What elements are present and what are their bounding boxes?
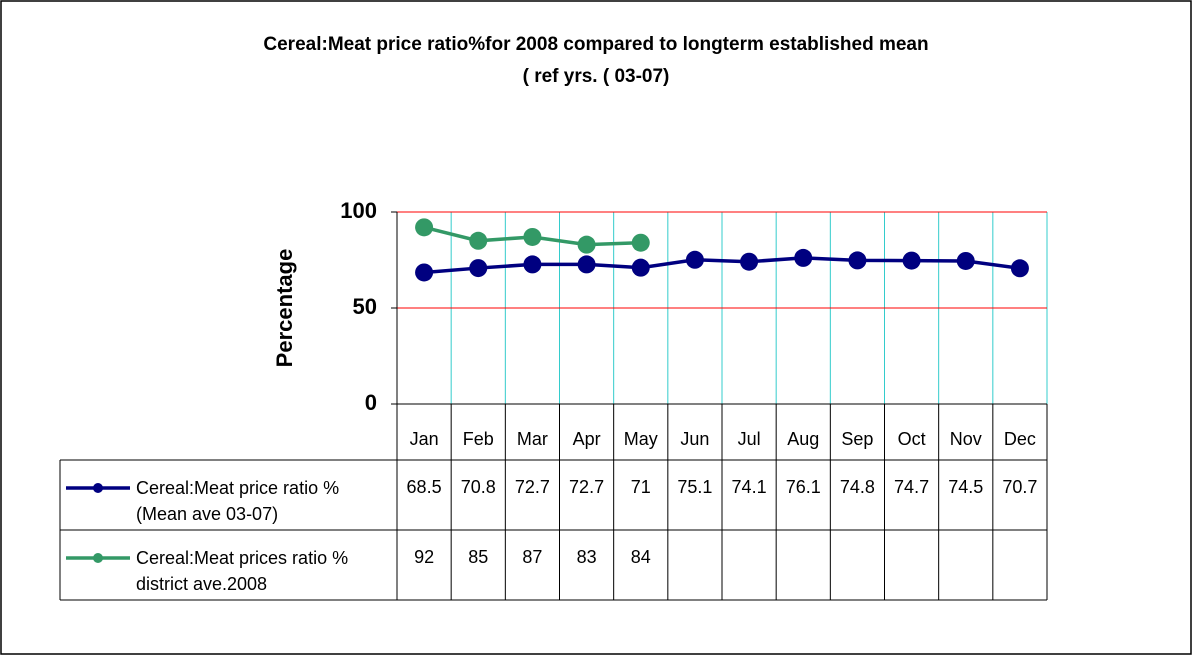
legend-label: Cereal:Meat prices ratio % district ave.…: [136, 548, 349, 594]
data-point: [415, 218, 434, 237]
legend-key-marker: [93, 553, 103, 563]
table-value: 74.5: [948, 477, 983, 497]
data-point: [577, 255, 596, 274]
legend-key-marker: [93, 483, 103, 493]
x-tick-label: Nov: [950, 429, 982, 449]
data-point: [1010, 259, 1029, 278]
table-value: 87: [522, 547, 542, 567]
table-value: 84: [631, 547, 651, 567]
data-point: [956, 251, 975, 270]
data-point: [631, 258, 650, 277]
data-point: [685, 250, 704, 269]
x-tick-label: Dec: [1004, 429, 1036, 449]
table-value: 72.7: [515, 477, 550, 497]
x-tick-label: Feb: [463, 429, 494, 449]
chart-subtitle: ( ref yrs. ( 03-07): [523, 66, 670, 87]
table-value: 74.1: [732, 477, 767, 497]
data-point: [415, 263, 434, 282]
data-point: [740, 252, 759, 271]
data-point: [523, 255, 542, 274]
data-point: [523, 227, 542, 246]
x-tick-label: Sep: [841, 429, 873, 449]
x-tick-label: Aug: [787, 429, 819, 449]
data-point: [577, 235, 596, 254]
data-point: [631, 233, 650, 252]
x-tick-label: Oct: [898, 429, 926, 449]
table-value: 70.8: [461, 477, 496, 497]
y-tick-label: 0: [365, 390, 377, 415]
x-tick-label: Mar: [517, 429, 548, 449]
data-point: [469, 231, 488, 250]
table-value: 68.5: [407, 477, 442, 497]
table-value: 71: [631, 477, 651, 497]
y-tick-label: 50: [353, 294, 377, 319]
series-line: [423, 256, 1021, 275]
table-value: 76.1: [786, 477, 821, 497]
data-point: [848, 251, 867, 270]
y-axis-label: Percentage: [272, 249, 297, 368]
table-value: 72.7: [569, 477, 604, 497]
y-tick-label: 100: [340, 198, 377, 223]
data-point: [794, 248, 813, 267]
table-value: 85: [468, 547, 488, 567]
table-value: 74.7: [894, 477, 929, 497]
data-point: [902, 251, 921, 270]
table-value: 74.8: [840, 477, 875, 497]
data-point: [469, 259, 488, 278]
x-tick-label: Jun: [680, 429, 709, 449]
x-tick-label: Apr: [573, 429, 601, 449]
table-value: 92: [414, 547, 434, 567]
table-value: 83: [577, 547, 597, 567]
chart-title: Cereal:Meat price ratio%for 2008 compare…: [263, 34, 928, 55]
x-tick-label: Jan: [410, 429, 439, 449]
table-value: 70.7: [1002, 477, 1037, 497]
x-tick-label: May: [624, 429, 658, 449]
table-value: 75.1: [677, 477, 712, 497]
legend-label: Cereal:Meat price ratio % (Mean ave 03-0…: [136, 478, 340, 524]
x-tick-label: Jul: [738, 429, 761, 449]
